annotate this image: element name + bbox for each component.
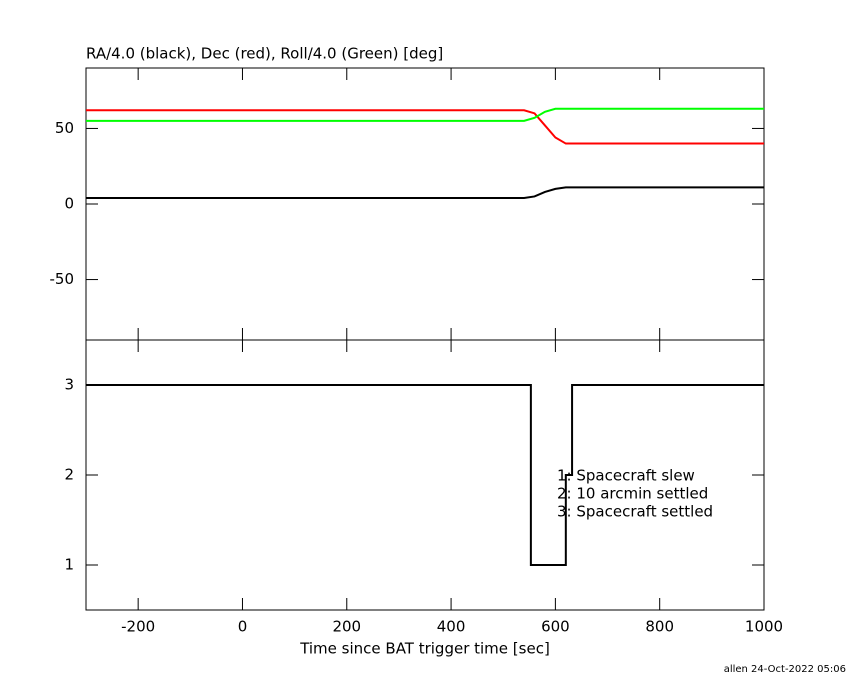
x-tick-label: 600	[541, 618, 570, 636]
x-tick-label: -200	[121, 618, 155, 636]
footer: allen 24-Oct-2022 05:06	[724, 664, 846, 675]
x-tick-label: 1000	[745, 618, 783, 636]
x-tick-label: 0	[238, 618, 248, 636]
chart-title: RA/4.0 (black), Dec (red), Roll/4.0 (Gre…	[86, 45, 443, 63]
x-tick-label: 200	[332, 618, 361, 636]
annotation: 2: 10 arcmin settled	[557, 485, 708, 503]
y-tick-label: 3	[64, 376, 74, 394]
x-tick-label: 400	[437, 618, 466, 636]
annotation: 1: Spacecraft slew	[557, 467, 695, 485]
y-tick-label: 0	[64, 195, 74, 213]
series-line	[86, 109, 764, 145]
x-tick-label: 800	[645, 618, 674, 636]
y-tick-label: -50	[50, 270, 75, 288]
x-axis-label: Time since BAT trigger time [sec]	[299, 640, 550, 658]
y-tick-label: 1	[64, 556, 74, 574]
series-line	[86, 186, 764, 199]
y-tick-label: 2	[64, 466, 74, 484]
series-line	[86, 384, 764, 566]
annotation: 3: Spacecraft settled	[557, 503, 713, 521]
series-line	[86, 107, 764, 122]
y-tick-label: 50	[55, 119, 74, 137]
